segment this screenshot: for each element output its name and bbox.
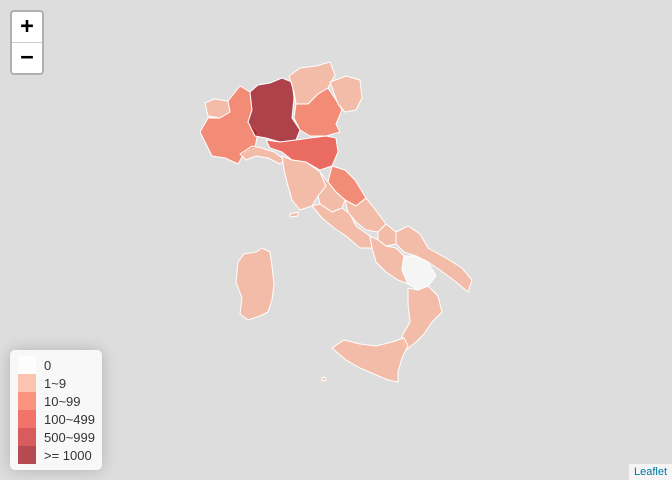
legend-label: 0: [44, 357, 52, 373]
region-puglia[interactable]: [395, 225, 473, 293]
region-friuli-venezia-giulia[interactable]: [329, 75, 363, 113]
region-sicilia[interactable]: [331, 337, 409, 383]
legend: 0 1~9 10~99 100~499 500~999 >= 1000: [10, 350, 102, 470]
legend-item: 1~9: [18, 374, 94, 392]
legend-item: 10~99: [18, 392, 94, 410]
legend-item: 0: [18, 356, 94, 374]
zoom-out-button[interactable]: −: [12, 42, 42, 73]
legend-swatch: [18, 446, 36, 464]
legend-label: 10~99: [44, 393, 81, 409]
legend-item: 500~999: [18, 428, 95, 446]
legend-swatch: [18, 356, 36, 374]
legend-item: 100~499: [18, 410, 95, 428]
legend-label: 1~9: [44, 375, 67, 391]
island-elba: [289, 211, 299, 218]
legend-swatch: [18, 374, 36, 392]
region-veneto[interactable]: [293, 87, 343, 137]
legend-swatch: [18, 410, 36, 428]
region-emilia-romagna[interactable]: [265, 135, 339, 171]
attribution-link[interactable]: Leaflet: [628, 464, 672, 480]
zoom-control: + −: [10, 10, 44, 75]
region-toscana[interactable]: [281, 155, 327, 211]
island-lampedusa: [321, 376, 327, 382]
legend-label: 500~999: [44, 429, 95, 445]
zoom-in-button[interactable]: +: [20, 14, 34, 39]
legend-item: >= 1000: [18, 446, 94, 464]
region-sardegna[interactable]: [235, 247, 275, 321]
region-calabria[interactable]: [401, 285, 443, 351]
legend-label: >= 1000: [44, 447, 92, 463]
legend-swatch: [18, 428, 36, 446]
legend-label: 100~499: [44, 411, 95, 427]
legend-swatch: [18, 392, 36, 410]
